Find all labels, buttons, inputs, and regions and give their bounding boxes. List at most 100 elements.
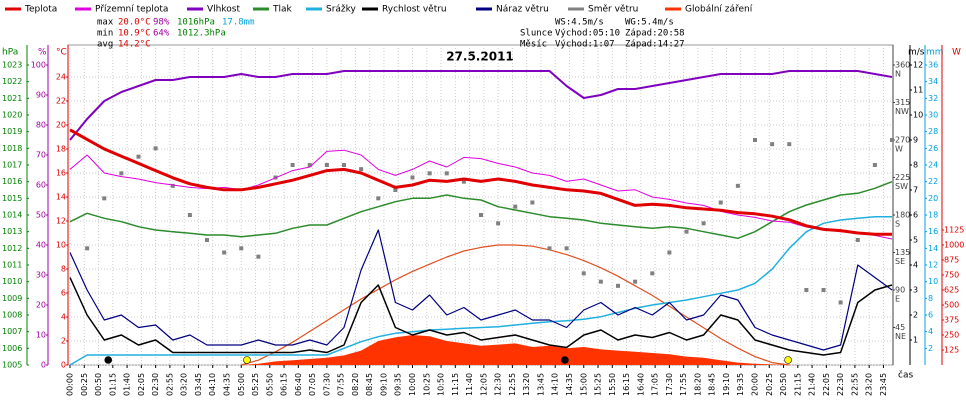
- series-line: [241, 244, 790, 366]
- series-line: [69, 215, 892, 366]
- info-text: Východ:1:07: [555, 40, 615, 50]
- y-tick-label: 625: [944, 286, 959, 295]
- y-tick-label: 1022: [2, 77, 22, 86]
- y-tick-label: 1018: [2, 144, 22, 153]
- axis-label: °C: [56, 48, 67, 58]
- stat-text: 1012.3hPa: [177, 29, 226, 39]
- axis-label: hPa: [2, 48, 18, 58]
- x-tick-label: 07:05: [308, 373, 317, 396]
- x-tick-label: 10:50: [437, 373, 446, 396]
- stat-text: avg: [97, 40, 113, 50]
- scatter-point: [85, 246, 90, 251]
- x-tick-label: 11:15: [451, 373, 460, 396]
- x-tick-label: 14:10: [551, 373, 560, 396]
- scatter-point: [136, 154, 141, 159]
- y-tick-label: 1019: [2, 127, 22, 136]
- scatter-point: [324, 163, 329, 167]
- stat-text: 10.9°C: [118, 29, 151, 39]
- y-tick-label: 1006: [2, 344, 22, 353]
- y-tick-label: 2: [913, 311, 918, 320]
- y-tick-label: 8: [913, 161, 918, 170]
- scatter-point: [239, 246, 244, 251]
- y-tick-label: 40: [36, 241, 46, 250]
- x-tick-label: 02:30: [151, 373, 160, 396]
- y-tick-label: 1015: [2, 194, 22, 203]
- scatter-point: [804, 288, 809, 292]
- y-tick-label: 1010: [2, 277, 22, 286]
- stat-text: 1016hPa: [177, 18, 215, 28]
- chart-title: 27.5.2011: [446, 50, 514, 64]
- y-tick-label: 70: [36, 151, 46, 160]
- scatter-point: [530, 200, 535, 205]
- scatter-point: [753, 138, 757, 142]
- x-tick-label: 21:40: [808, 373, 817, 396]
- y-tick-name: SE: [895, 257, 905, 266]
- x-tick-label: 12:05: [479, 373, 488, 396]
- x-tick-label: 09:35: [394, 373, 403, 396]
- y-tick-label: 1007: [2, 327, 22, 336]
- y-tick-label: 34: [928, 77, 938, 86]
- x-tick-label: 06:15: [280, 373, 289, 396]
- x-tick-label: 20:50: [779, 373, 788, 396]
- stat-text: min: [97, 29, 113, 39]
- info-text: Západ:20:58: [625, 29, 685, 39]
- y-tick-label: 10: [56, 241, 66, 250]
- scatter-point: [102, 196, 107, 201]
- y-tick-label: 8: [928, 294, 933, 303]
- scatter-point: [872, 163, 877, 167]
- x-tick-label: 17:30: [665, 373, 674, 396]
- y-tick-name: NW: [895, 107, 909, 116]
- scatter-point: [153, 146, 158, 151]
- y-tick-label: 0: [41, 361, 46, 370]
- axis-label: W: [952, 48, 961, 58]
- y-tick-label: 30: [36, 271, 46, 280]
- stat-text: 17.8mm: [222, 18, 255, 28]
- y-tick-label: 1009: [2, 294, 22, 303]
- scatter-point: [307, 163, 312, 167]
- x-tick-label: 12:55: [508, 373, 517, 396]
- y-tick-label: 2: [61, 337, 66, 346]
- y-tick-label: 12: [56, 217, 66, 226]
- y-tick-label: 80: [36, 121, 46, 130]
- y-tick-label: 1013: [2, 227, 22, 236]
- y-tick-label: 10: [36, 331, 46, 340]
- series-line: [69, 128, 892, 236]
- y-tick-label: 3: [913, 286, 918, 295]
- y-tick-label: 1125: [944, 226, 964, 235]
- scatter-point: [547, 246, 552, 251]
- x-tick-label: 20:00: [751, 373, 760, 396]
- scatter-point: [667, 250, 672, 255]
- y-tick-name: NE: [895, 332, 906, 341]
- legend-label: Srážky: [326, 5, 357, 15]
- y-tick-label: 16: [56, 169, 66, 178]
- y-tick-label: 60: [36, 181, 46, 190]
- y-tick-label: 125: [944, 346, 959, 355]
- scatter-point: [342, 163, 346, 167]
- x-tick-label: 02:55: [165, 373, 174, 396]
- x-tick-label: 04:35: [222, 373, 231, 396]
- scatter-point: [496, 221, 501, 226]
- stat-text: 98%: [153, 18, 170, 28]
- event-dot: [243, 356, 251, 364]
- y-tick-label: 10: [928, 277, 938, 286]
- y-tick-label: 6: [61, 289, 66, 298]
- x-tick-label: 08:45: [365, 373, 374, 396]
- y-tick-label: 2: [928, 344, 933, 353]
- x-tick-label: 17:05: [651, 373, 660, 396]
- scatter-point: [359, 167, 364, 172]
- scatter-point: [444, 171, 449, 176]
- x-tick-label: 05:50: [265, 373, 274, 396]
- x-tick-label: 14:35: [565, 373, 574, 396]
- info-text: Západ:14:27: [625, 40, 685, 50]
- x-tick-label: 16:15: [622, 373, 631, 396]
- y-tick-label: 22: [928, 177, 938, 186]
- y-tick-label: 1016: [2, 177, 22, 186]
- x-tick-label: 22:55: [850, 373, 859, 396]
- axis-label: %: [38, 48, 47, 58]
- scatter-point: [718, 200, 723, 205]
- scatter-point: [838, 300, 843, 305]
- scatter-point: [513, 204, 518, 209]
- x-axis-label: čas: [898, 370, 913, 381]
- axis-label: mm: [926, 48, 944, 58]
- scatter-point: [564, 246, 569, 251]
